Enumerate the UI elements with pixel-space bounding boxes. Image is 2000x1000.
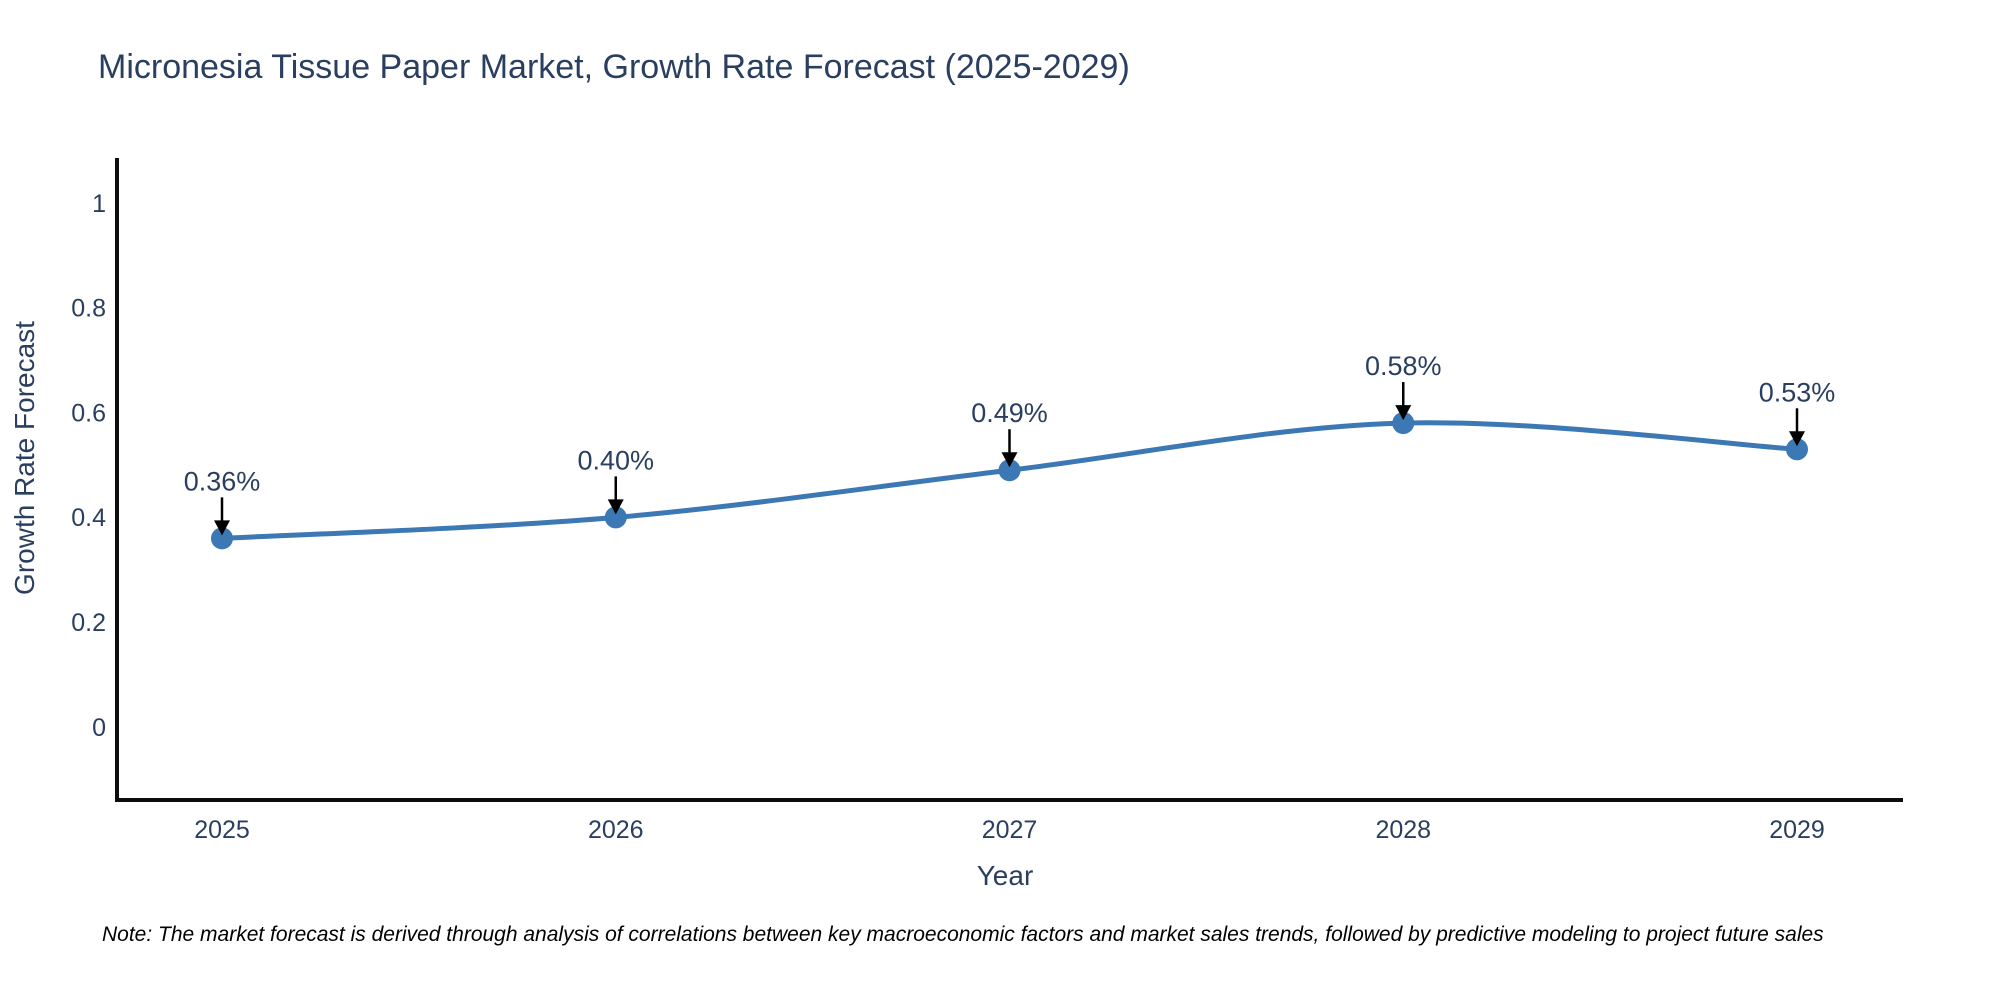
- y-tick-label: 0.4: [71, 504, 106, 532]
- footnote: Note: The market forecast is derived thr…: [102, 923, 1824, 946]
- point-annotation: 0.49%: [971, 398, 1048, 468]
- x-tick-label: 2029: [1769, 816, 1825, 844]
- data-point-marker[interactable]: [1392, 412, 1415, 435]
- x-tick-label: 2028: [1375, 816, 1431, 844]
- point-annotation-label: 0.58%: [1365, 351, 1442, 381]
- annotation-arrow-head-icon: [214, 520, 230, 536]
- y-tick-label: 0: [92, 714, 106, 742]
- data-point-marker[interactable]: [604, 506, 627, 529]
- point-annotation: 0.36%: [184, 466, 261, 536]
- y-axis-title: Growth Rate Forecast: [9, 321, 40, 595]
- point-annotation: 0.53%: [1759, 377, 1836, 447]
- x-tick-labels: 2025 2026 2027 2028 2029: [194, 816, 1825, 844]
- data-point-marker[interactable]: [211, 527, 233, 550]
- point-annotations: 0.36% 0.40% 0.49% 0.58% 0.53%: [184, 351, 1836, 536]
- annotation-arrow-head-icon: [1001, 452, 1018, 468]
- y-tick-labels: 1 0.8 0.6 0.4 0.2 0: [71, 190, 106, 742]
- point-annotation-label: 0.53%: [1759, 377, 1836, 407]
- annotation-arrow-head-icon: [1789, 431, 1805, 447]
- data-point-marker[interactable]: [1786, 438, 1808, 461]
- point-annotation-label: 0.49%: [971, 398, 1048, 428]
- chart-title: Micronesia Tissue Paper Market, Growth R…: [98, 48, 1130, 86]
- y-tick-label: 1: [92, 190, 106, 218]
- series-markers: [211, 412, 1808, 550]
- point-annotation-label: 0.40%: [577, 445, 654, 475]
- x-tick-label: 2025: [194, 816, 250, 844]
- y-tick-label: 0.8: [71, 295, 106, 323]
- annotation-arrow-head-icon: [1395, 405, 1412, 421]
- data-point-marker[interactable]: [998, 459, 1021, 482]
- annotation-arrow-head-icon: [607, 499, 624, 515]
- x-tick-label: 2027: [982, 816, 1038, 844]
- x-axis-title: Year: [977, 860, 1034, 891]
- y-tick-label: 0.2: [71, 609, 106, 637]
- y-tick-label: 0.6: [71, 399, 106, 427]
- point-annotation-label: 0.36%: [184, 466, 261, 496]
- x-tick-label: 2026: [588, 816, 644, 844]
- point-annotation: 0.40%: [577, 445, 654, 515]
- point-annotation: 0.58%: [1365, 351, 1442, 421]
